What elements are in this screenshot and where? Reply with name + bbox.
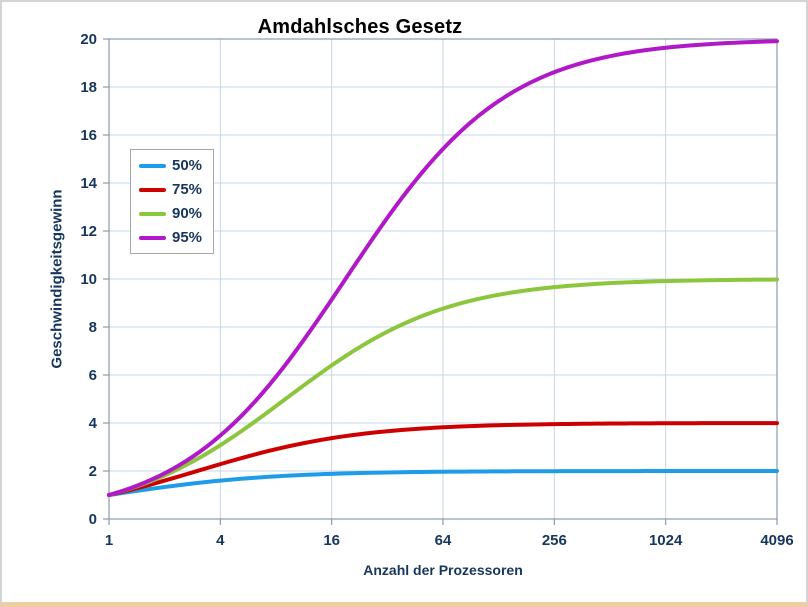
- chart-title: Amdahlsches Gesetz: [257, 16, 463, 38]
- x-tick-label: 16: [323, 532, 340, 549]
- legend-line-swatch: [139, 211, 166, 216]
- y-axis-title: Geschwindigkeitsgewinn: [48, 189, 66, 369]
- x-tick-label: 1: [105, 532, 113, 549]
- x-tick-label: 4096: [760, 532, 793, 549]
- y-tick-label: 20: [80, 31, 97, 48]
- legend-label: 95%: [172, 229, 203, 246]
- x-tick-label: 1024: [649, 532, 683, 549]
- legend-item-95%: 95%: [139, 229, 202, 246]
- y-tick-label: 10: [80, 271, 97, 288]
- y-tick-label: 12: [80, 223, 97, 240]
- y-tick-label: 4: [89, 415, 98, 432]
- y-tick-label: 6: [89, 367, 97, 384]
- series-line-95%: [107, 39, 779, 497]
- y-tick-label: 8: [89, 319, 97, 336]
- legend-label: 90%: [172, 205, 203, 222]
- legend: 50% 75% 90% 95%: [130, 149, 215, 254]
- series-line-90%: [107, 277, 779, 497]
- x-tick-label: 4: [216, 532, 225, 549]
- x-axis-title: Anzahl der Prozessoren: [363, 562, 523, 578]
- legend-label: 75%: [172, 181, 203, 198]
- y-tick-label: 18: [80, 79, 97, 96]
- series-line-50%: [107, 469, 779, 497]
- y-tick-label: 14: [80, 175, 97, 192]
- y-tick-label: 0: [89, 511, 97, 528]
- legend-item-75%: 75%: [139, 181, 202, 198]
- x-tick-label: 256: [542, 532, 567, 549]
- legend-label: 50%: [172, 157, 203, 174]
- y-tick-label: 16: [80, 127, 97, 144]
- y-tick-label: 2: [89, 463, 97, 480]
- legend-item-90%: 90%: [139, 205, 202, 222]
- legend-line-swatch: [139, 235, 166, 240]
- legend-item-50%: 50%: [139, 157, 202, 174]
- legend-line-swatch: [139, 187, 166, 192]
- legend-line-swatch: [139, 163, 166, 168]
- series-line-75%: [107, 421, 779, 497]
- x-tick-label: 64: [435, 532, 452, 549]
